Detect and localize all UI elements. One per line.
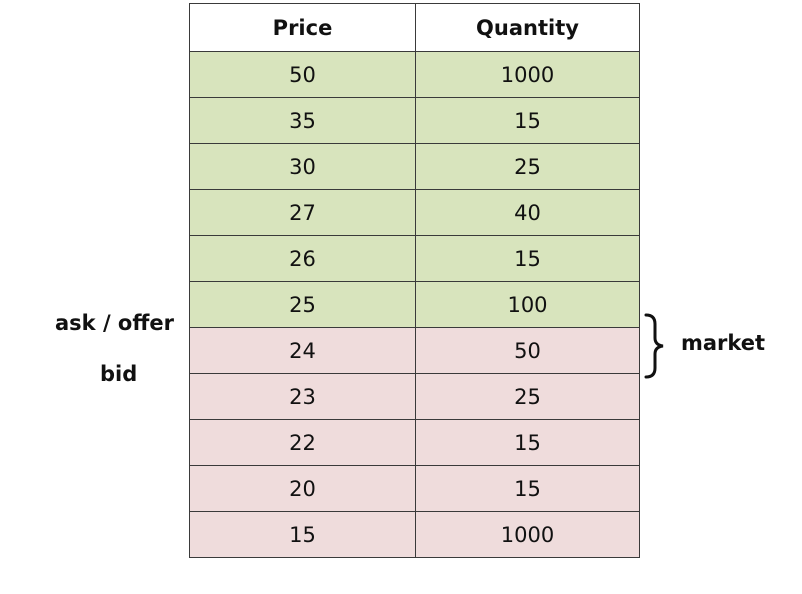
bid-row: 20 15: [189, 465, 640, 512]
ask-offer-label: ask / offer: [55, 311, 174, 335]
quantity-cell: 15: [415, 97, 640, 144]
quantity-cell: 100: [415, 281, 640, 328]
ask-row: 30 25: [189, 143, 640, 190]
bid-row: 23 25: [189, 373, 640, 420]
ask-row: 26 15: [189, 235, 640, 282]
price-cell: 35: [189, 97, 416, 144]
header-row: Price Quantity: [189, 3, 640, 52]
quantity-cell: 15: [415, 235, 640, 282]
quantity-cell: 40: [415, 189, 640, 236]
quantity-cell: 1000: [415, 511, 640, 558]
quantity-cell: 1000: [415, 51, 640, 98]
best-bid-row: 24 50: [189, 327, 640, 374]
price-cell: 26: [189, 235, 416, 282]
price-cell: 30: [189, 143, 416, 190]
ask-row: 27 40: [189, 189, 640, 236]
bid-row: 15 1000: [189, 511, 640, 558]
price-cell: 27: [189, 189, 416, 236]
price-cell: 50: [189, 51, 416, 98]
quantity-header: Quantity: [415, 3, 640, 52]
price-cell: 20: [189, 465, 416, 512]
price-cell: 25: [189, 281, 416, 328]
price-cell: 23: [189, 373, 416, 420]
price-cell: 24: [189, 327, 416, 374]
curly-brace-icon: [644, 313, 664, 379]
quantity-cell: 25: [415, 143, 640, 190]
quantity-cell: 15: [415, 465, 640, 512]
order-book-table: Price Quantity 50 1000 35 15 30 25 27 40…: [189, 3, 640, 558]
best-ask-row: 25 100: [189, 281, 640, 328]
quantity-cell: 50: [415, 327, 640, 374]
bid-label: bid: [100, 362, 138, 386]
ask-row: 50 1000: [189, 51, 640, 98]
market-label: market: [681, 331, 766, 355]
price-header: Price: [189, 3, 416, 52]
price-cell: 15: [189, 511, 416, 558]
bid-row: 22 15: [189, 419, 640, 466]
quantity-cell: 25: [415, 373, 640, 420]
ask-row: 35 15: [189, 97, 640, 144]
price-cell: 22: [189, 419, 416, 466]
quantity-cell: 15: [415, 419, 640, 466]
